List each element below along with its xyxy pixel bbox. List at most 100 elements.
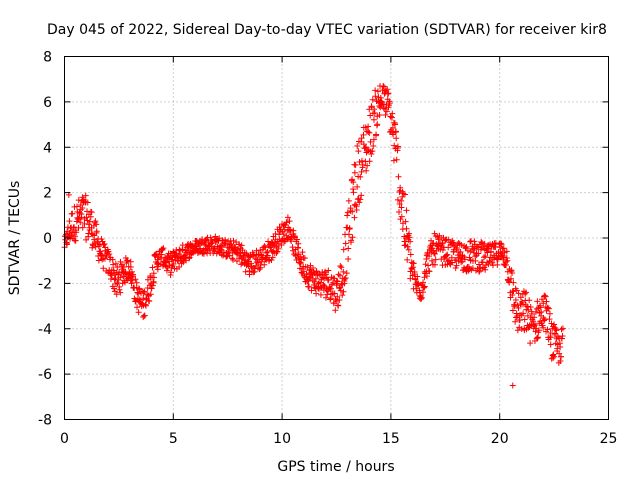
data-point — [413, 285, 420, 292]
data-point — [192, 243, 199, 250]
data-point — [335, 302, 342, 309]
data-point — [315, 280, 322, 287]
data-point — [216, 235, 223, 242]
y-tick-label: 2 — [43, 186, 52, 202]
data-point — [405, 246, 412, 253]
data-point — [509, 307, 516, 314]
data-point — [423, 273, 430, 280]
data-point — [512, 318, 519, 325]
data-point — [337, 287, 344, 294]
data-point — [403, 225, 410, 232]
data-point — [78, 211, 85, 218]
data-point — [531, 314, 538, 321]
data-point — [391, 120, 398, 127]
data-point — [482, 266, 489, 273]
data-point — [230, 256, 237, 263]
data-point — [141, 312, 148, 319]
data-point — [528, 310, 535, 317]
data-point — [83, 236, 90, 243]
x-axis-label: GPS time / hours — [277, 459, 394, 475]
data-point — [494, 261, 501, 268]
data-point — [197, 245, 204, 252]
data-point — [395, 208, 402, 215]
data-point — [421, 284, 428, 291]
data-point — [556, 350, 563, 357]
data-point — [133, 279, 140, 286]
data-point — [404, 243, 411, 250]
data-point — [524, 303, 531, 310]
data-point — [453, 262, 460, 269]
data-point — [537, 304, 544, 311]
data-point — [339, 292, 346, 299]
data-point — [545, 305, 552, 312]
data-point — [354, 183, 361, 190]
data-point — [391, 142, 398, 149]
data-point — [389, 125, 396, 132]
data-point — [449, 239, 456, 246]
data-point — [487, 248, 494, 255]
data-point — [370, 116, 377, 123]
data-point — [404, 256, 411, 263]
y-tick-label: -6 — [38, 367, 52, 383]
data-point — [140, 295, 147, 302]
data-point — [372, 87, 379, 94]
data-point — [428, 257, 435, 264]
data-point — [83, 214, 90, 221]
data-point — [398, 204, 405, 211]
data-point — [312, 275, 319, 282]
data-point — [558, 335, 565, 342]
data-point — [544, 304, 551, 311]
data-point — [114, 264, 121, 271]
data-point — [477, 264, 484, 271]
data-point — [540, 317, 547, 324]
data-point — [322, 294, 329, 301]
data-point — [394, 143, 401, 150]
data-point — [261, 261, 268, 268]
data-point — [273, 249, 280, 256]
data-point — [207, 234, 214, 241]
data-point — [374, 121, 381, 128]
data-point — [411, 269, 418, 276]
data-point — [149, 264, 156, 271]
data-point — [362, 145, 369, 152]
data-point — [160, 245, 167, 252]
data-point — [340, 246, 347, 253]
data-point — [71, 224, 78, 231]
data-point — [547, 341, 554, 348]
data-point — [136, 286, 143, 293]
data-point — [264, 248, 271, 255]
data-point — [248, 263, 255, 270]
y-tick-label: -4 — [38, 322, 52, 338]
data-point — [348, 237, 355, 244]
data-point — [72, 233, 79, 240]
data-point — [340, 288, 347, 295]
data-point — [527, 340, 534, 347]
data-point — [377, 94, 384, 101]
data-point — [345, 231, 352, 238]
data-point — [158, 246, 165, 253]
data-point — [371, 109, 378, 116]
x-tick-labels: 0 5 10 15 20 25 — [60, 431, 617, 447]
data-point — [320, 281, 327, 288]
data-point — [117, 274, 124, 281]
data-point — [515, 304, 522, 311]
data-point — [93, 221, 100, 228]
data-point — [401, 191, 408, 198]
data-point — [481, 254, 488, 261]
data-point — [134, 289, 141, 296]
data-point — [360, 131, 367, 138]
data-point — [432, 256, 439, 263]
data-point — [370, 143, 377, 150]
data-point — [100, 265, 107, 272]
data-point — [503, 248, 510, 255]
data-point — [316, 279, 323, 286]
data-point — [333, 298, 340, 305]
data-point — [544, 326, 551, 333]
data-point — [134, 304, 141, 311]
data-point — [444, 251, 451, 258]
data-point — [170, 261, 177, 268]
data-point — [402, 218, 409, 225]
data-point — [79, 224, 86, 231]
data-point — [310, 264, 317, 271]
data-point — [548, 320, 555, 327]
